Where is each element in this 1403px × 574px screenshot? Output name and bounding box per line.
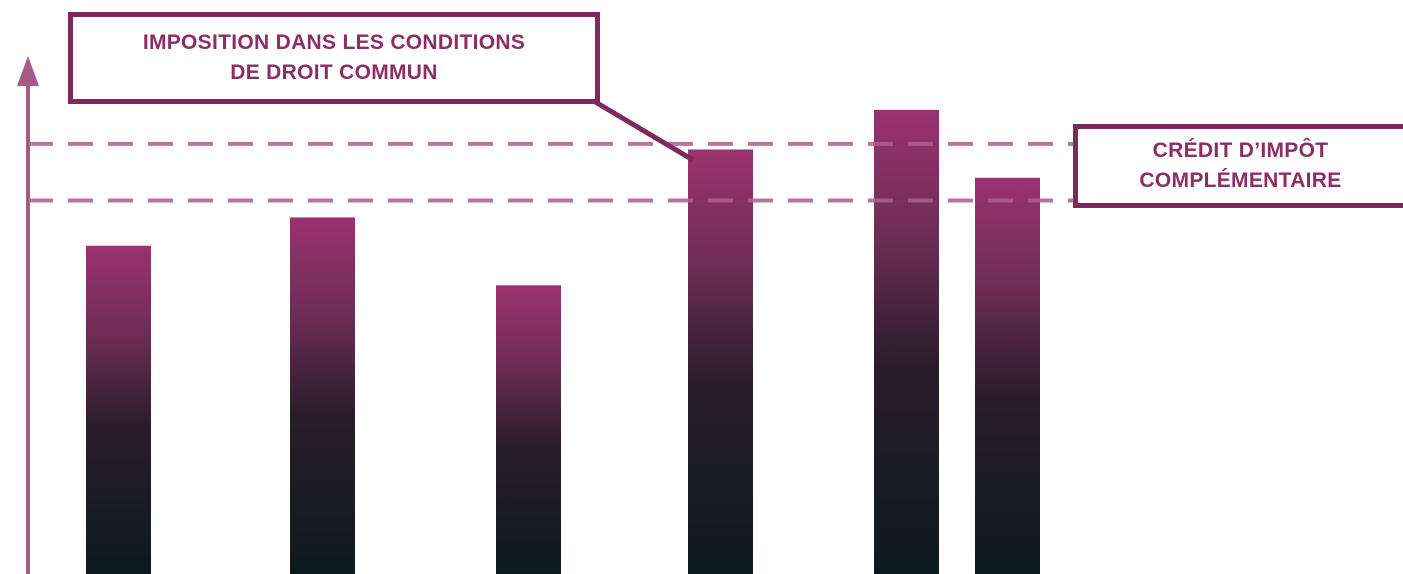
bar-1 — [86, 245, 151, 574]
bars-group — [86, 109, 1040, 574]
bar-2 — [290, 217, 355, 574]
ordinary-taxation-line-1: IMPOSITION DANS LES CONDITIONS — [142, 31, 526, 54]
bar-6 — [975, 177, 1040, 574]
callout-connector-line — [590, 97, 695, 163]
bar-4 — [688, 149, 753, 574]
additional-credit-callout: CRÉDIT D’IMPÔT COMPLÉMENTAIRE — [1073, 124, 1403, 208]
ordinary-taxation-line-2: DE DROIT COMMUN — [230, 61, 438, 84]
bar-5 — [874, 109, 939, 574]
y-axis-arrow — [17, 56, 39, 86]
reference-lines-group — [28, 141, 1073, 203]
additional-credit-line-2: COMPLÉMENTAIRE — [1139, 169, 1342, 192]
additional-credit-line-1: CRÉDIT D’IMPÔT — [1152, 139, 1329, 162]
bar-3 — [496, 285, 561, 574]
ordinary-taxation-callout: IMPOSITION DANS LES CONDITIONS DE DROIT … — [68, 12, 600, 104]
